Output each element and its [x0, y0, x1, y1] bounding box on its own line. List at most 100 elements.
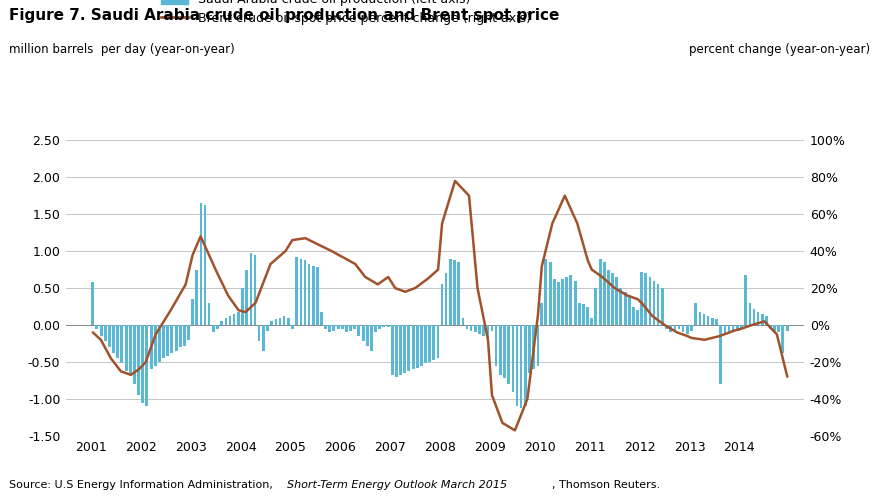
Bar	[237, 312, 240, 325]
Bar	[228, 316, 231, 325]
Bar	[552, 279, 555, 325]
Bar	[133, 325, 135, 384]
Bar	[494, 325, 497, 366]
Bar	[615, 277, 617, 325]
Bar	[478, 325, 480, 334]
Bar	[295, 257, 298, 325]
Bar	[270, 321, 272, 325]
Bar	[141, 325, 144, 403]
Bar	[254, 255, 256, 325]
Bar	[602, 262, 605, 325]
Bar	[357, 325, 360, 336]
Bar	[531, 325, 534, 369]
Bar	[315, 268, 319, 325]
Bar	[287, 318, 290, 325]
Bar	[282, 316, 285, 325]
Bar	[610, 274, 614, 325]
Text: million barrels  per day (year-on-year): million barrels per day (year-on-year)	[9, 43, 234, 56]
Bar	[540, 303, 543, 325]
Text: Source: U.S Energy Information Administration,: Source: U.S Energy Information Administr…	[9, 480, 276, 490]
Bar	[694, 303, 696, 325]
Bar	[91, 282, 94, 325]
Bar	[730, 325, 733, 331]
Bar	[233, 314, 235, 325]
Bar	[673, 325, 676, 331]
Bar	[573, 281, 576, 325]
Bar	[149, 325, 153, 369]
Bar	[465, 325, 468, 329]
Bar	[320, 312, 322, 325]
Bar	[108, 325, 111, 347]
Bar	[432, 325, 435, 361]
Bar	[644, 274, 646, 325]
Bar	[362, 325, 364, 341]
Bar	[183, 325, 185, 346]
Bar	[499, 325, 501, 375]
Bar	[129, 325, 132, 375]
Bar	[120, 325, 123, 363]
Bar	[274, 319, 277, 325]
Bar	[561, 279, 564, 325]
Bar	[660, 288, 663, 325]
Bar	[461, 318, 464, 325]
Bar	[145, 325, 148, 406]
Bar	[481, 325, 485, 336]
Bar	[245, 270, 248, 325]
Bar	[490, 325, 493, 331]
Bar	[303, 260, 306, 325]
Bar	[175, 325, 177, 351]
Bar	[112, 325, 115, 353]
Bar	[543, 259, 547, 325]
Bar	[386, 325, 389, 327]
Bar	[656, 285, 658, 325]
Bar	[440, 285, 443, 325]
Bar	[158, 325, 161, 362]
Bar	[100, 325, 103, 336]
Bar	[639, 272, 643, 325]
Text: percent change (year-on-year): percent change (year-on-year)	[688, 43, 869, 56]
Bar	[365, 325, 368, 346]
Bar	[718, 325, 721, 384]
Bar	[536, 325, 538, 366]
Bar	[262, 325, 264, 351]
Bar	[187, 325, 190, 340]
Bar	[577, 303, 580, 325]
Bar	[191, 299, 194, 325]
Bar	[207, 303, 210, 325]
Bar	[225, 318, 227, 325]
Bar	[162, 325, 165, 358]
Bar	[623, 292, 626, 325]
Bar	[549, 262, 551, 325]
Bar	[336, 325, 339, 329]
Bar	[457, 262, 459, 325]
Bar	[668, 325, 671, 333]
Bar	[291, 325, 293, 329]
Bar	[627, 296, 630, 325]
Bar	[565, 277, 567, 325]
Bar	[195, 270, 198, 325]
Bar	[636, 310, 638, 325]
Bar	[104, 325, 106, 341]
Bar	[415, 325, 418, 368]
Bar	[391, 325, 393, 375]
Bar	[332, 325, 335, 331]
Text: Short-Term Energy Outlook March 2015: Short-Term Energy Outlook March 2015	[286, 480, 506, 490]
Bar	[424, 325, 427, 363]
Bar	[689, 325, 692, 331]
Bar	[760, 314, 763, 325]
Bar	[752, 309, 754, 325]
Bar	[436, 325, 439, 358]
Bar	[776, 325, 780, 333]
Bar	[785, 325, 788, 331]
Bar	[652, 281, 655, 325]
Bar	[528, 325, 530, 373]
Bar	[686, 325, 688, 334]
Bar	[473, 325, 477, 333]
Bar	[502, 325, 505, 378]
Bar	[519, 325, 522, 408]
Legend: Saudi Arabia crude oil production (left axis), Brent crude oil spot price percen: Saudi Arabia crude oil production (left …	[161, 0, 530, 25]
Bar	[702, 314, 704, 325]
Bar	[569, 275, 572, 325]
Bar	[137, 325, 140, 395]
Bar	[378, 325, 381, 329]
